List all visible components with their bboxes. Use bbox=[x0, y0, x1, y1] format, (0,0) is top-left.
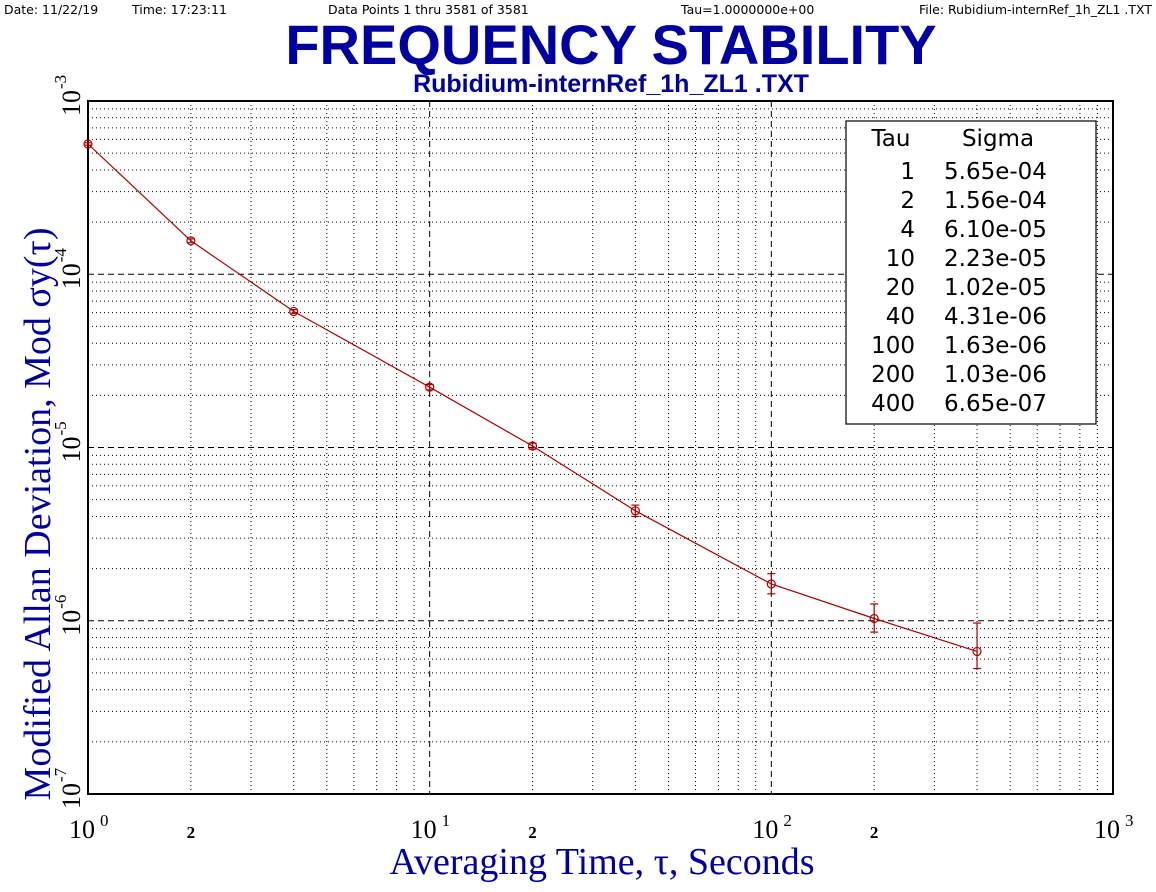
y-tick-exponent: -5 bbox=[51, 421, 70, 435]
x-tick-exponent: 2 bbox=[783, 811, 792, 830]
y-tick-exponent: -4 bbox=[51, 248, 70, 263]
legend-cell-tau: 10 bbox=[886, 246, 915, 272]
x-tick-labels: 10 0 10 1 10 2 10 3 2 2 2 bbox=[69, 811, 1134, 844]
data-point-marker bbox=[869, 613, 879, 624]
y-tick-label: 10-5 bbox=[51, 421, 86, 462]
y-tick-base: 10 bbox=[57, 783, 86, 809]
x-minor-tick-label: 2 bbox=[870, 823, 879, 842]
data-point-marker bbox=[972, 646, 982, 657]
y-tick-base: 10 bbox=[57, 437, 86, 463]
grid-lines bbox=[88, 101, 1113, 794]
y-tick-label: 10-4 bbox=[51, 248, 86, 290]
legend-cell-sigma: 4.31e-06 bbox=[944, 304, 1047, 330]
y-tick-exponent: -6 bbox=[51, 595, 70, 609]
header-file: File: Rubidium-internRef_1h_ZL1 .TXT bbox=[919, 2, 1152, 17]
legend-cell-tau: 1 bbox=[900, 159, 915, 185]
data-point-marker bbox=[186, 236, 196, 246]
x-tick-label: 10 bbox=[752, 815, 778, 844]
header-tau: Tau=1.0000000e+00 bbox=[680, 2, 814, 17]
y-tick-base: 10 bbox=[57, 610, 86, 636]
legend-table: Tau Sigma 1 5.65e-04 2 1.56e-04 4 6.10e-05 10 2.2… bbox=[845, 120, 1097, 425]
chart-title: FREQUENCY STABILITY bbox=[285, 13, 936, 76]
data-point-marker bbox=[766, 579, 776, 589]
legend-header-sigma: Sigma bbox=[962, 126, 1034, 152]
x-minor-tick-label: 2 bbox=[187, 823, 196, 842]
y-axis-label: Modified Allan Deviation, Mod σy(τ) bbox=[17, 228, 59, 801]
legend-cell-sigma: 6.10e-05 bbox=[944, 217, 1047, 243]
y-tick-label: 10-3 bbox=[51, 75, 86, 116]
header-time: Time: 17:23:11 bbox=[131, 2, 227, 17]
legend-cell-sigma: 1.63e-06 bbox=[944, 333, 1047, 359]
y-tick-base: 10 bbox=[57, 90, 86, 116]
data-point-marker bbox=[83, 139, 93, 149]
data-point-marker bbox=[425, 382, 435, 392]
legend-cell-tau: 4 bbox=[900, 217, 915, 243]
header-date: Date: 11/22/19 bbox=[4, 2, 98, 17]
legend-cell-tau: 200 bbox=[871, 362, 915, 388]
x-tick-label: 10 bbox=[1094, 815, 1120, 844]
y-tick-label: 10-6 bbox=[51, 595, 86, 636]
y-tick-labels: 10-310-410-510-610-7 bbox=[51, 75, 86, 809]
y-tick-exponent: -3 bbox=[51, 75, 70, 89]
data-point-marker bbox=[289, 306, 299, 317]
x-tick-exponent: 0 bbox=[100, 811, 109, 830]
x-tick-label: 10 bbox=[69, 815, 95, 844]
data-point-marker bbox=[527, 441, 538, 451]
x-minor-tick-label: 2 bbox=[528, 823, 537, 842]
y-tick-base: 10 bbox=[57, 263, 86, 289]
plot-frame bbox=[87, 100, 1114, 795]
data-series bbox=[83, 139, 982, 670]
x-tick-exponent: 3 bbox=[1125, 811, 1134, 830]
legend-cell-tau: 100 bbox=[871, 333, 915, 359]
legend-cell-tau: 2 bbox=[900, 188, 915, 214]
x-tick-exponent: 1 bbox=[442, 811, 451, 830]
y-tick-exponent: -7 bbox=[51, 767, 70, 782]
y-tick-label: 10-7 bbox=[51, 767, 86, 809]
legend-cell-tau: 20 bbox=[886, 275, 915, 301]
legend-cell-sigma: 5.65e-04 bbox=[944, 159, 1047, 185]
legend-cell-tau: 400 bbox=[871, 391, 915, 417]
header-data-points: Data Points 1 thru 3581 of 3581 bbox=[328, 2, 529, 17]
legend-header-tau: Tau bbox=[871, 126, 911, 152]
x-axis-label: Averaging Time, τ, Seconds bbox=[389, 841, 814, 883]
legend-cell-sigma: 2.23e-05 bbox=[944, 246, 1047, 272]
data-point-marker bbox=[630, 506, 640, 516]
legend-cell-sigma: 1.02e-05 bbox=[944, 275, 1047, 301]
legend-box bbox=[845, 120, 1097, 425]
chart-subtitle: Rubidium-internRef_1h_ZL1 .TXT bbox=[413, 70, 809, 98]
legend-cell-sigma: 1.56e-04 bbox=[944, 188, 1047, 214]
x-tick-label: 10 bbox=[411, 815, 437, 844]
legend-cell-sigma: 6.65e-07 bbox=[944, 391, 1047, 417]
legend-cell-sigma: 1.03e-06 bbox=[944, 362, 1047, 388]
legend-cell-tau: 40 bbox=[886, 304, 915, 330]
